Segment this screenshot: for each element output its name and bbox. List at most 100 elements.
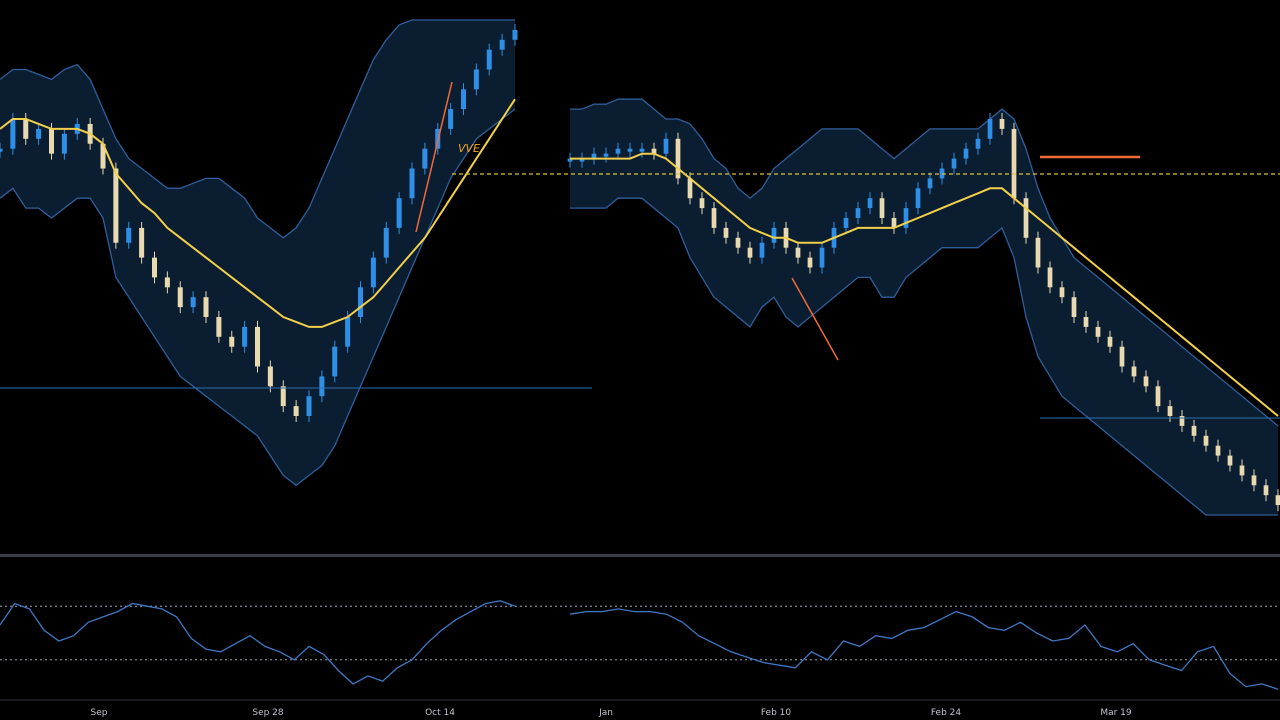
candle-body (567, 158, 573, 162)
candle-body (579, 158, 585, 162)
candle-body (460, 89, 467, 110)
oscillator-line-1 (0, 600, 516, 685)
candle-body (1155, 386, 1161, 407)
price-panel (0, 19, 1280, 516)
candle-body (126, 227, 132, 243)
x-tick-label: Jan (598, 708, 613, 718)
candle-body (843, 218, 849, 228)
candle-body (1059, 287, 1065, 298)
candle-body (36, 128, 42, 139)
candle-body (512, 29, 518, 40)
candle-body (1083, 317, 1089, 327)
candle-body (1215, 445, 1221, 456)
candle-body (370, 257, 376, 288)
candle-body (10, 119, 16, 149)
candle-body (819, 247, 825, 268)
candle-body (48, 128, 55, 154)
candle-body (963, 148, 969, 159)
candle-body (627, 148, 633, 152)
candle-body (807, 257, 813, 268)
candle-body (663, 138, 669, 154)
candle-body (1203, 435, 1209, 446)
candle-body (319, 376, 325, 397)
candle-body (855, 208, 861, 218)
candle-body (151, 257, 158, 278)
candle-body (711, 208, 717, 228)
candle-body (448, 109, 454, 129)
candle-body (267, 366, 273, 387)
x-axis: Sep Sep 28 Oct 14 Jan Feb 10 Feb 24 Mar 19 (91, 708, 1132, 718)
candle-body (422, 148, 428, 169)
candle-body (915, 188, 921, 209)
trend-line (791, 277, 839, 361)
candle-body (1179, 416, 1185, 426)
candle-body (164, 277, 170, 288)
candle-body (1023, 198, 1029, 238)
x-tick-label: Feb 24 (931, 708, 962, 718)
candle-body (139, 227, 145, 258)
candle-body (1047, 267, 1053, 288)
candle-body (203, 297, 209, 317)
candle-body (113, 168, 119, 243)
candle-body (61, 133, 67, 154)
candle-body (1275, 495, 1280, 506)
candle-body (293, 406, 299, 416)
band-fill-2 (570, 99, 1278, 515)
oscillator-panel (0, 554, 1280, 701)
candle-body (1071, 297, 1077, 317)
candle-body (499, 39, 505, 50)
candle-body (1227, 455, 1233, 466)
trend-line (415, 81, 453, 233)
candle-body (1035, 237, 1041, 268)
moving-average-2 (570, 152, 1279, 417)
candle-body (699, 198, 705, 209)
candle-body (771, 227, 777, 243)
candle-body (759, 242, 765, 258)
candle-body (891, 218, 897, 228)
candle-body (735, 237, 741, 248)
candle-body (615, 148, 621, 154)
candle-body (591, 153, 597, 159)
candle-body (190, 297, 196, 308)
candle-body (795, 247, 801, 258)
candle-body (1119, 346, 1125, 367)
candle-body (651, 148, 657, 154)
x-tick-label: Sep 28 (252, 708, 284, 718)
moving-average-1 (0, 98, 516, 328)
candle-body (23, 119, 29, 139)
candle-body (280, 386, 286, 407)
candle-body (383, 227, 389, 258)
candle-body (867, 198, 873, 209)
candle-body (332, 346, 338, 377)
candle-body (603, 153, 609, 157)
candle-body (1107, 336, 1113, 347)
candle-body (409, 168, 415, 199)
candle-body (177, 287, 183, 308)
candle-body (999, 119, 1005, 129)
candle-body (229, 336, 235, 347)
band-fill-1 (0, 20, 515, 486)
candle-body (0, 148, 3, 152)
candle-body (927, 178, 933, 189)
candle-body (1191, 425, 1197, 436)
band-lower-1 (0, 108, 516, 487)
candle-body (473, 69, 479, 90)
x-tick-label: Feb 10 (761, 708, 792, 718)
x-tick-label: Oct 14 (425, 708, 455, 718)
candle-body (1239, 465, 1245, 476)
candle-body (306, 396, 312, 416)
candle-body (396, 198, 402, 228)
x-tick-label: Sep (91, 708, 108, 718)
candle-body (486, 49, 492, 70)
candle-body (1143, 376, 1149, 387)
band-upper-2 (570, 98, 1279, 427)
candle-body (879, 198, 885, 218)
band-upper-1 (0, 19, 515, 239)
candle-body (100, 143, 106, 169)
candle-body (975, 138, 981, 149)
panel-separator (0, 554, 1280, 557)
candle-body (1131, 366, 1137, 377)
candle-body (675, 138, 681, 179)
